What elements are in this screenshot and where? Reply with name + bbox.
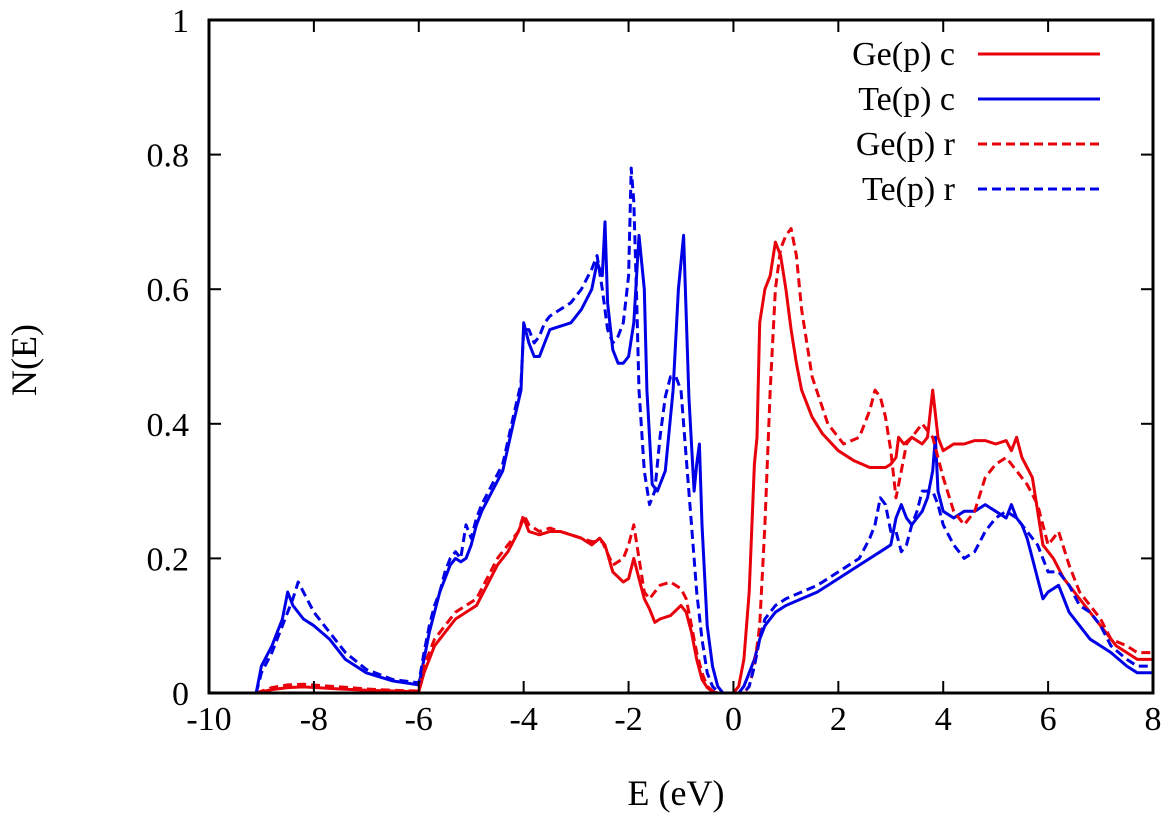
series-line-4 [254,166,1153,695]
x-tick-label: 4 [935,701,952,738]
series-line-3 [255,227,1153,695]
x-axis-title: E (eV) [628,773,725,813]
y-tick-label: 0.2 [147,541,190,578]
legend-label-3: Ge(p) r [856,126,956,163]
axes-layer [207,18,1155,695]
legend-label-4: Te(p) r [862,171,956,208]
ticks-layer: -10 -8 -6 -4 -2 0 2 4 6 8 0 0.2 0.4 0.6 0.8 1 [147,3,1162,738]
x-tick-label: 8 [1145,701,1162,738]
x-tick-label: 2 [830,701,847,738]
x-tick-label: 0 [725,701,742,738]
y-axis-title: N(E) [4,324,44,396]
x-tick-label: -2 [614,701,642,738]
x-tick-label: -4 [510,701,538,738]
x-tick-label: 6 [1040,701,1057,738]
y-tick-label: 0.8 [147,138,190,175]
y-tick-label: 0 [172,676,189,713]
y-tick-label: 0.6 [147,272,190,309]
y-tick-label: 0.4 [147,407,190,444]
x-tick-label: -10 [186,701,231,738]
series-line-2 [254,220,1153,695]
series-layer [254,166,1153,695]
y-tick-label: 1 [172,3,189,40]
plot-frame [207,18,1155,695]
x-tick-label: -6 [405,701,433,738]
legend: Ge(p) c Te(p) c Ge(p) r Te(p) r [852,36,1100,208]
legend-label-1: Ge(p) c [852,36,955,73]
series-line-1 [255,240,1153,695]
x-tick-label: -8 [300,701,328,738]
legend-label-2: Te(p) c [858,81,955,118]
